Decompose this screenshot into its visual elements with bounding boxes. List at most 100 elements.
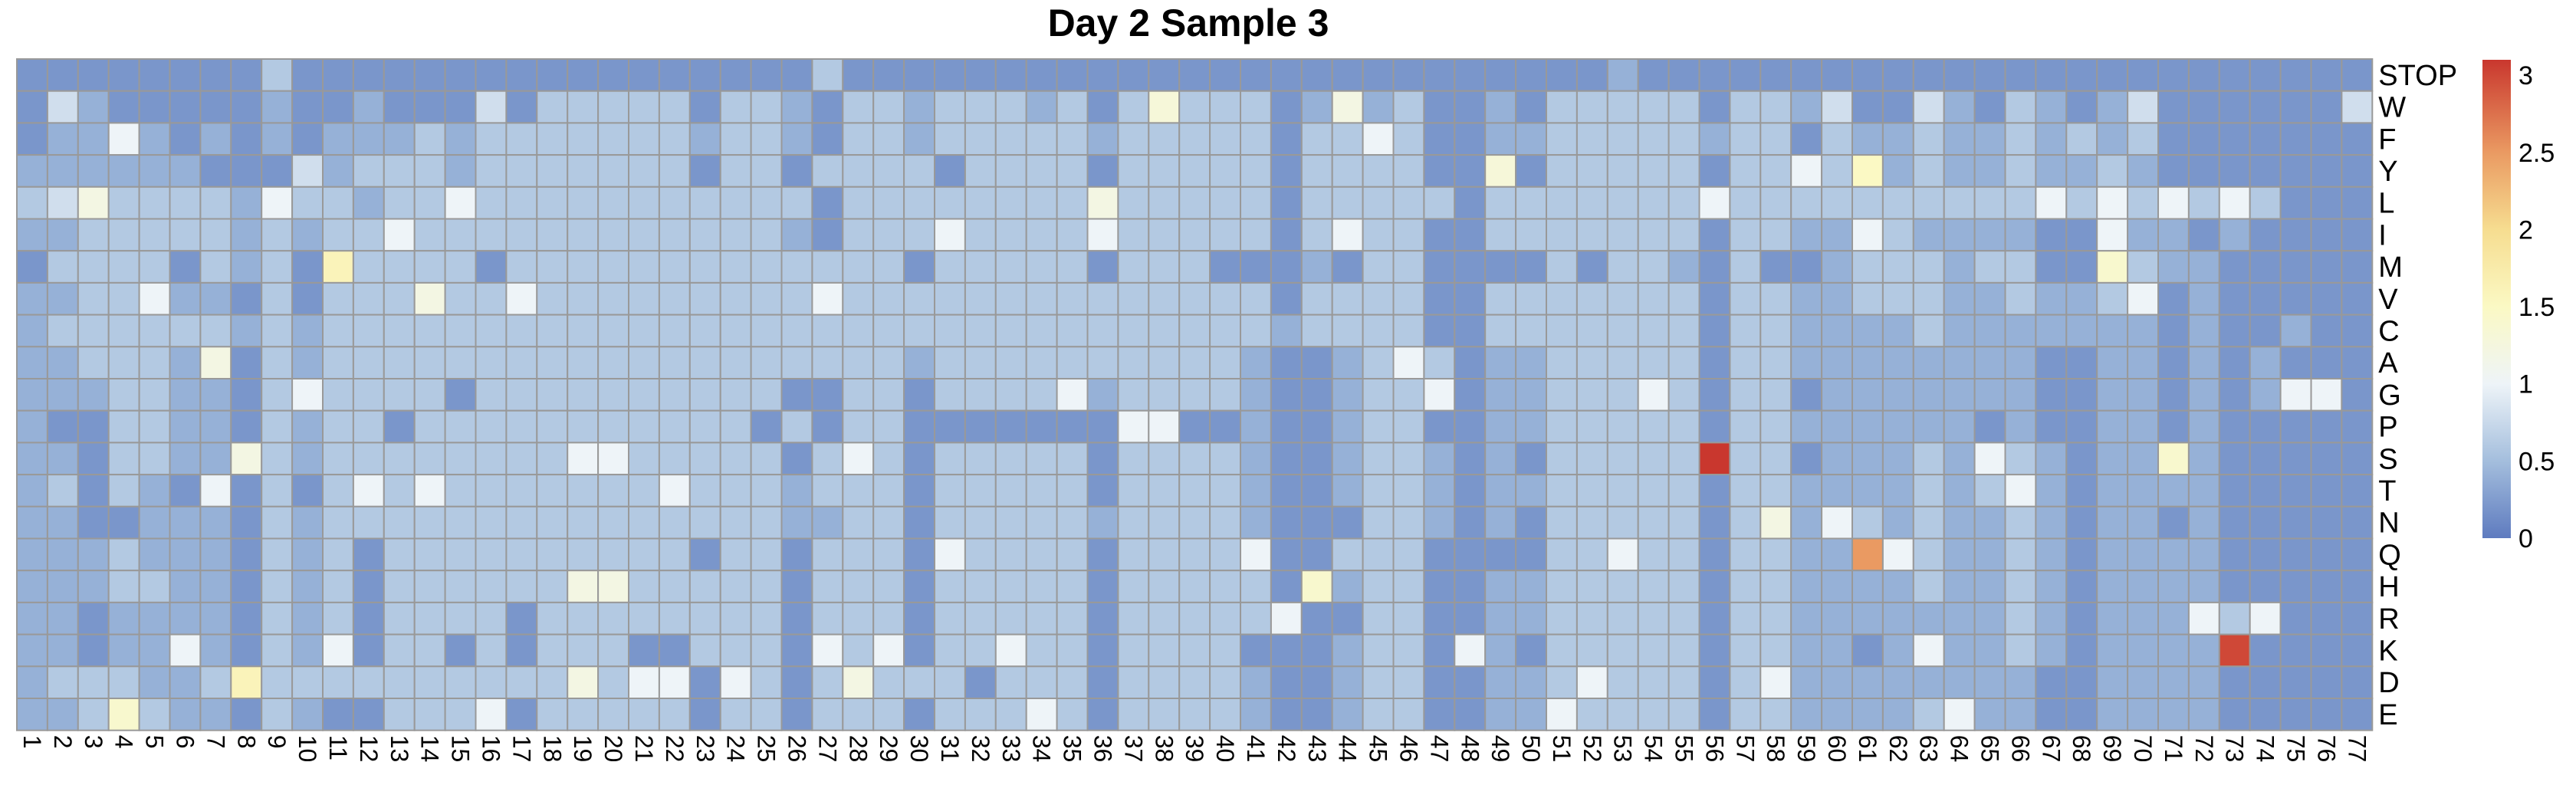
heatmap-cell-T-75 <box>2279 474 2312 507</box>
heatmap-cell-T-31 <box>934 474 966 507</box>
heatmap-cell-S-76 <box>2310 442 2343 476</box>
column-label-13: 13 <box>386 735 413 763</box>
heatmap-cell-S-12 <box>352 442 385 476</box>
heatmap-cell-P-17 <box>505 409 538 444</box>
heatmap-cell-W-66 <box>2004 90 2037 124</box>
heatmap-cell-R-68 <box>2065 601 2098 636</box>
heatmap-cell-D-63 <box>1912 665 1945 699</box>
heatmap-cell-N-54 <box>1637 505 1670 540</box>
heatmap-cell-D-27 <box>811 665 844 699</box>
heatmap-cell-N-18 <box>536 505 569 540</box>
heatmap-cell-T-62 <box>1881 474 1914 507</box>
heatmap-cell-G-37 <box>1117 378 1150 412</box>
heatmap-cell-C-64 <box>1943 314 1976 348</box>
heatmap-cell-K-6 <box>169 633 202 668</box>
heatmap-cell-C-29 <box>872 314 905 348</box>
heatmap-cell-T-46 <box>1392 474 1425 507</box>
heatmap-cell-STOP-2 <box>46 58 79 92</box>
heatmap-cell-STOP-74 <box>2249 58 2282 92</box>
heatmap-cell-G-28 <box>842 378 875 412</box>
heatmap-cell-H-76 <box>2310 570 2343 603</box>
heatmap-cell-D-71 <box>2157 665 2190 699</box>
heatmap-cell-C-73 <box>2218 314 2251 348</box>
heatmap-cell-T-30 <box>903 474 935 507</box>
heatmap-cell-L-77 <box>2341 186 2374 220</box>
heatmap-cell-Q-74 <box>2249 537 2282 572</box>
heatmap-cell-A-51 <box>1546 346 1578 379</box>
heatmap-cell-R-52 <box>1576 601 1608 636</box>
heatmap-cell-F-22 <box>658 122 691 156</box>
heatmap-cell-C-8 <box>230 314 263 348</box>
heatmap-cell-D-76 <box>2310 665 2343 699</box>
heatmap-cell-V-51 <box>1546 281 1578 316</box>
heatmap-cell-G-46 <box>1392 378 1425 412</box>
heatmap-cell-F-76 <box>2310 122 2343 156</box>
heatmap-cell-I-7 <box>199 218 232 252</box>
heatmap-cell-Y-71 <box>2157 154 2190 188</box>
heatmap-cell-G-11 <box>322 378 354 412</box>
heatmap-cell-STOP-36 <box>1086 58 1119 92</box>
heatmap-cell-E-14 <box>413 698 446 731</box>
heatmap-cell-K-73 <box>2218 633 2251 668</box>
heatmap-cell-M-1 <box>16 250 48 284</box>
heatmap-cell-T-15 <box>444 474 477 507</box>
heatmap-cell-F-10 <box>291 122 324 156</box>
heatmap-cell-P-75 <box>2279 409 2312 444</box>
heatmap-cell-T-59 <box>1790 474 1823 507</box>
heatmap-cell-C-74 <box>2249 314 2282 348</box>
heatmap-cell-V-44 <box>1331 281 1364 316</box>
heatmap-cell-Y-19 <box>567 154 600 188</box>
heatmap-cell-M-41 <box>1240 250 1272 284</box>
heatmap-cell-A-63 <box>1912 346 1945 379</box>
heatmap-cell-V-32 <box>964 281 997 316</box>
heatmap-cell-L-67 <box>2035 186 2068 220</box>
heatmap-cell-M-2 <box>46 250 79 284</box>
heatmap-cell-P-45 <box>1362 409 1395 444</box>
heatmap-cell-F-71 <box>2157 122 2190 156</box>
heatmap-cell-I-15 <box>444 218 477 252</box>
heatmap-cell-E-42 <box>1270 698 1303 731</box>
heatmap-cell-F-17 <box>505 122 538 156</box>
heatmap-cell-C-21 <box>628 314 660 348</box>
heatmap-cell-A-22 <box>658 346 691 379</box>
heatmap-cell-K-60 <box>1821 633 1854 668</box>
heatmap-cell-Q-72 <box>2187 537 2220 572</box>
heatmap-cell-Q-13 <box>383 537 416 572</box>
heatmap-cell-C-22 <box>658 314 691 348</box>
heatmap-cell-A-15 <box>444 346 477 379</box>
heatmap-cell-S-13 <box>383 442 416 476</box>
heatmap-cell-W-63 <box>1912 90 1945 124</box>
heatmap-cell-A-41 <box>1240 346 1272 379</box>
heatmap-cell-G-26 <box>780 378 813 412</box>
heatmap-cell-C-43 <box>1300 314 1333 348</box>
heatmap-cell-A-59 <box>1790 346 1823 379</box>
column-label-30: 30 <box>905 735 933 763</box>
heatmap-cell-S-60 <box>1821 442 1854 476</box>
heatmap-cell-N-7 <box>199 505 232 540</box>
heatmap-cell-R-15 <box>444 601 477 636</box>
heatmap-cell-W-31 <box>934 90 966 124</box>
heatmap-cell-T-24 <box>719 474 752 507</box>
heatmap-cell-I-2 <box>46 218 79 252</box>
heatmap-cell-I-4 <box>107 218 140 252</box>
heatmap-cell-P-25 <box>750 409 783 444</box>
heatmap-cell-W-1 <box>16 90 48 124</box>
heatmap-cell-S-53 <box>1606 442 1639 476</box>
heatmap-cell-STOP-63 <box>1912 58 1945 92</box>
heatmap-cell-M-48 <box>1454 250 1487 284</box>
heatmap-cell-L-32 <box>964 186 997 220</box>
heatmap-cell-G-72 <box>2187 378 2220 412</box>
heatmap-cell-M-55 <box>1668 250 1700 284</box>
heatmap-cell-S-77 <box>2341 442 2374 476</box>
heatmap-cell-W-35 <box>1056 90 1089 124</box>
heatmap-cell-V-15 <box>444 281 477 316</box>
heatmap-cell-Q-56 <box>1698 537 1731 572</box>
heatmap-cell-E-33 <box>994 698 1027 731</box>
heatmap-cell-STOP-75 <box>2279 58 2312 92</box>
heatmap-cell-F-52 <box>1576 122 1608 156</box>
heatmap-cell-C-10 <box>291 314 324 348</box>
heatmap-cell-P-7 <box>199 409 232 444</box>
column-label-53: 53 <box>1609 735 1637 763</box>
heatmap-cell-L-29 <box>872 186 905 220</box>
heatmap-cell-F-64 <box>1943 122 1976 156</box>
